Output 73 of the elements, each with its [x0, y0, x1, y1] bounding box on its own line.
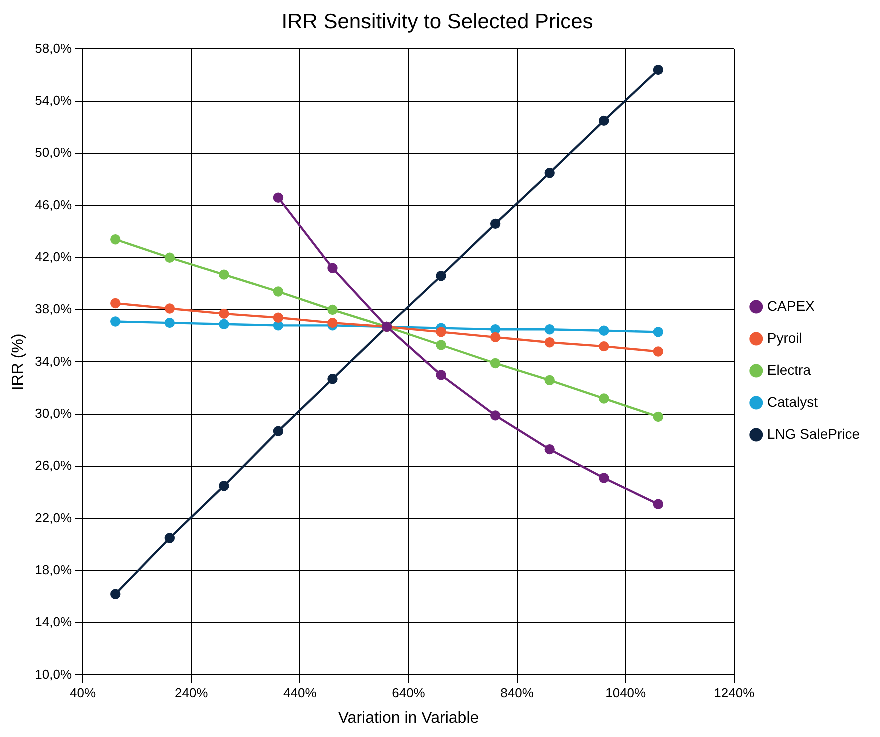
point [164, 533, 176, 544]
y-tick-label: 42,0% [35, 249, 72, 264]
point [490, 410, 501, 421]
point [110, 234, 121, 245]
x-tick-label: 1240% [714, 686, 756, 701]
point [653, 346, 664, 357]
y-tick-label: 50,0% [35, 145, 72, 160]
y-axis-title: IRR (%) [10, 334, 28, 391]
y-tick-label: 54,0% [35, 92, 72, 108]
y-tick-label: 10,0% [35, 666, 72, 682]
point [328, 304, 338, 316]
point [544, 375, 555, 386]
point [599, 326, 610, 336]
legend-label: Electra [767, 362, 812, 378]
point [436, 327, 446, 338]
y-tick-label: 18,0% [35, 562, 72, 578]
y-tick-label: 58,0% [35, 40, 72, 56]
point [328, 374, 338, 384]
point [164, 318, 176, 328]
point [110, 316, 121, 327]
y-tick-label: 14,0% [35, 614, 72, 630]
x-tick-label: 640% [392, 686, 426, 701]
point [653, 327, 664, 338]
point [273, 426, 284, 436]
point [544, 168, 555, 178]
point [436, 370, 446, 380]
point [599, 116, 610, 126]
point [490, 218, 501, 230]
point [164, 252, 176, 263]
point [490, 332, 501, 343]
point [599, 341, 610, 352]
y-tick-label: 26,0% [35, 458, 72, 474]
point [490, 324, 501, 335]
point [273, 320, 284, 331]
point [164, 304, 176, 314]
y-tick-label: 22,0% [35, 510, 72, 526]
x-tick-label: 440% [284, 686, 318, 701]
chart-title: IRR Sensitivity to Selected Prices [282, 10, 594, 34]
legend-label: CAPEX [767, 298, 816, 314]
point [219, 480, 230, 492]
point [273, 286, 284, 297]
point [328, 263, 338, 274]
point [436, 271, 446, 282]
point [436, 340, 446, 350]
point [653, 64, 664, 76]
point [219, 319, 230, 330]
y-tick-label: 34,0% [35, 354, 72, 369]
point [273, 312, 284, 323]
x-tick-label: 240% [174, 686, 209, 701]
point [599, 473, 610, 484]
x-tick-label: 840% [500, 686, 534, 701]
legend-label: LNG SalePrice [767, 426, 860, 442]
x-axis-title: Variation in Variable [338, 710, 480, 727]
x-tick-label: 40% [70, 686, 97, 701]
point [273, 192, 284, 203]
point [544, 338, 555, 348]
point [490, 358, 501, 369]
legend-label: Catalyst [767, 394, 818, 410]
point [653, 499, 664, 510]
point [328, 318, 338, 328]
legend-label: Pyroil [767, 330, 802, 346]
point [110, 589, 121, 600]
point [219, 270, 230, 280]
point [599, 394, 610, 404]
point [219, 308, 230, 320]
point [544, 324, 555, 335]
y-tick-label: 46,0% [35, 197, 72, 212]
point [653, 412, 664, 422]
point [110, 298, 121, 309]
point [544, 444, 555, 455]
y-tick-label: 38,0% [35, 302, 72, 317]
y-tick-label: 30,0% [35, 406, 72, 421]
x-tick-label: 1040% [606, 686, 647, 701]
